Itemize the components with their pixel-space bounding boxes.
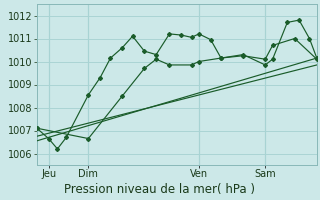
Text: Pression niveau de la mer( hPa ): Pression niveau de la mer( hPa ) [65, 183, 255, 196]
